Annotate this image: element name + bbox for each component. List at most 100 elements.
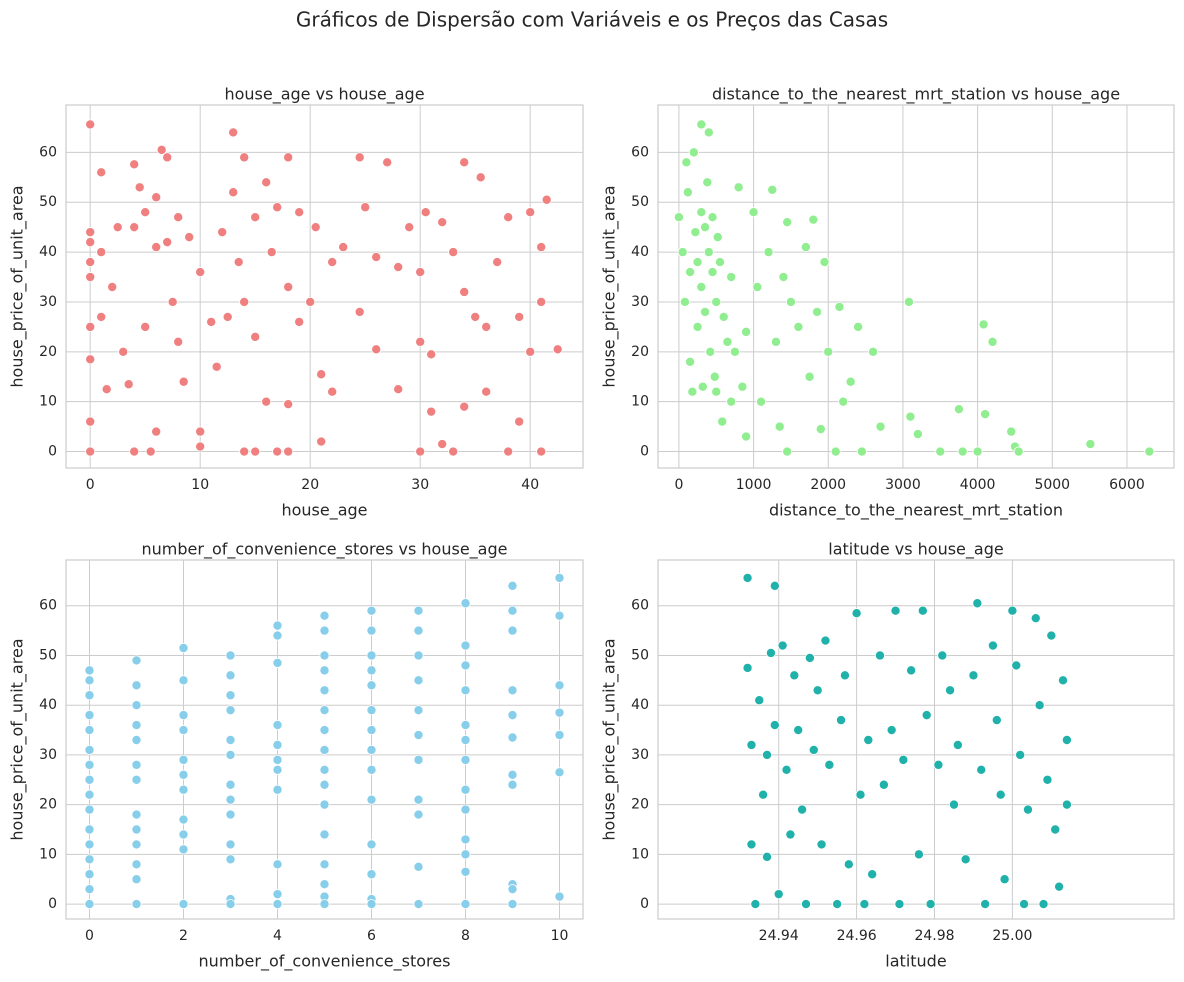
y-tick-label: 10 [39,846,57,862]
scatter-point [129,222,140,233]
scatter-point [804,652,815,663]
scatter-point [426,406,437,417]
scatter-point [129,446,140,457]
scatter-point [415,267,426,278]
scatter-point [250,212,261,223]
scatter-point [552,344,563,355]
x-tick-label: 8 [461,928,470,944]
scatter-point [178,844,189,855]
scatter-point [925,899,936,910]
scatter-point [867,869,878,880]
scatter-point [1007,605,1018,616]
scatter-point [767,184,778,195]
scatter-point [815,424,826,435]
scatter-point [448,446,459,457]
y-axis-label: house_price_of_unit_area [8,638,28,840]
scatter-point [507,625,518,636]
scatter-point [697,381,708,392]
scatter-point [266,247,277,258]
x-tick-label: 0 [674,477,683,493]
scatter-point [178,814,189,825]
scatter-point [700,306,711,317]
scatter-point [793,321,804,332]
scatter-point [140,207,151,218]
scatter-point [354,306,365,317]
scatter-point [972,598,983,609]
scatter-point [834,301,845,312]
y-tick-label: 10 [631,846,649,862]
subplot-title: number_of_convenience_stores vs house_ag… [142,540,508,560]
scatter-point [968,670,979,681]
scatter-point [769,580,780,591]
scatter-point [685,267,696,278]
scatter-point [554,572,565,583]
scatter-point [319,879,330,890]
scatter-point [131,774,142,785]
scatter-point [101,384,112,395]
scatter-point [211,361,222,372]
scatter-point [131,734,142,745]
scatter-point [294,207,305,218]
scatter-point [272,630,283,641]
scatter-point [1038,899,1049,910]
scatter-point [762,749,773,760]
scatter-point [820,635,831,646]
scatter-point [319,764,330,775]
scatter-point [123,379,134,390]
scatter-point [272,720,283,731]
scatter-point [894,899,905,910]
scatter-point [707,212,718,223]
scatter-point [225,809,236,820]
scatter-point [507,732,518,743]
scatter-point [178,643,189,654]
scatter-point [294,316,305,327]
x-tick-label: 24.94 [759,928,799,944]
scatter-point [507,884,518,895]
scatter-point [459,401,470,412]
scatter-point [131,655,142,666]
scatter-point [460,660,471,671]
scatter-point [507,769,518,780]
scatter-point [737,381,748,392]
plot-area [658,105,1174,468]
scatter-point [789,670,800,681]
x-tick-label: 0 [86,477,95,493]
scatter-point [319,744,330,755]
scatter-point [225,794,236,805]
scatter-point [96,311,107,322]
scatter-point [711,296,722,307]
y-tick-label: 10 [39,394,57,410]
scatter-point [536,242,547,253]
scatter-point [85,257,96,268]
scatter-point [793,725,804,736]
scatter-point [774,421,785,432]
scatter-point [366,764,377,775]
scatter-point [366,605,377,616]
y-tick-label: 40 [631,697,649,713]
scatter-point [507,710,518,721]
scatter-point [696,207,707,218]
scatter-point [85,446,96,457]
scatter-point [178,899,189,910]
scatter-point [413,675,424,686]
scatter-point [754,695,765,706]
scatter-point [769,720,780,731]
scatter-point [228,127,239,138]
scatter-point [319,829,330,840]
scatter-point [845,376,856,387]
x-tick-label: 25.00 [992,928,1032,944]
scatter-point [84,759,95,770]
scatter-point [413,650,424,661]
scatter-point [554,730,565,741]
scatter-point [765,647,776,658]
axes-frame [657,559,1175,920]
scatter-point [371,252,382,263]
scatter-point [413,705,424,716]
scatter-point [366,899,377,910]
scatter-point [283,152,294,163]
scatter-point [832,899,843,910]
scatter-point [217,227,228,238]
scatter-point [808,744,819,755]
scatter-point [413,899,424,910]
scatter-point [145,446,156,457]
